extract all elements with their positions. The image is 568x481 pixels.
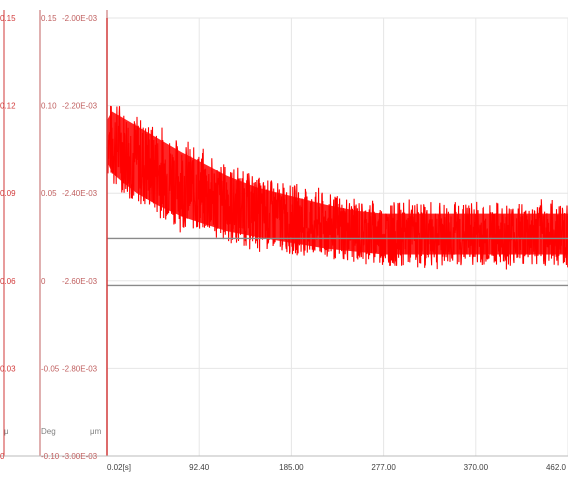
x-tick-label: 0.02[s] xyxy=(107,463,131,472)
x-tick-label: 92.40 xyxy=(189,463,210,472)
y-axis-unit-label: μm xyxy=(90,427,102,436)
label-layer: 0.15 0.12 0.09 0.06 0.03 0 μ 0.15 0.10 0.05 0 -0.05… xyxy=(0,14,567,472)
y-tick-label: -2.40E-03 xyxy=(62,189,98,198)
y-tick-label: -2.00E-03 xyxy=(62,14,98,23)
y-tick-label: 0.15 xyxy=(41,14,57,23)
y-axis-unit-label: Deg xyxy=(41,427,56,436)
x-tick-label: 277.00 xyxy=(371,463,396,472)
y-tick-label: 0 xyxy=(0,452,5,461)
y-tick-label: -2.20E-03 xyxy=(62,102,98,111)
y-tick-label: 0.05 xyxy=(41,189,57,198)
series-band xyxy=(107,111,568,255)
y-tick-label: 0.06 xyxy=(0,277,16,286)
y-tick-label: 0.15 xyxy=(0,14,16,23)
y-tick-label: -3.00E-03 xyxy=(62,452,98,461)
y-tick-label: 0 xyxy=(41,277,46,286)
axes-layer xyxy=(0,10,568,457)
y-tick-label: -2.80E-03 xyxy=(62,364,98,373)
y-axis-unit-label: μ xyxy=(4,427,9,436)
series-layer xyxy=(106,105,568,270)
y-tick-label: -0.05 xyxy=(41,364,60,373)
y-tick-label: 0.10 xyxy=(41,102,57,111)
y-tick-label: 0.09 xyxy=(0,189,16,198)
x-tick-label: 462.0 xyxy=(546,463,567,472)
x-tick-label: 370.00 xyxy=(464,463,489,472)
y-tick-label: -0.10 xyxy=(41,452,60,461)
y-tick-label: 0.12 xyxy=(0,102,16,111)
y-tick-label: -2.60E-03 xyxy=(62,277,98,286)
reference-layer xyxy=(107,237,568,287)
x-tick-label: 185.00 xyxy=(279,463,304,472)
y-tick-label: 0.03 xyxy=(0,364,16,373)
